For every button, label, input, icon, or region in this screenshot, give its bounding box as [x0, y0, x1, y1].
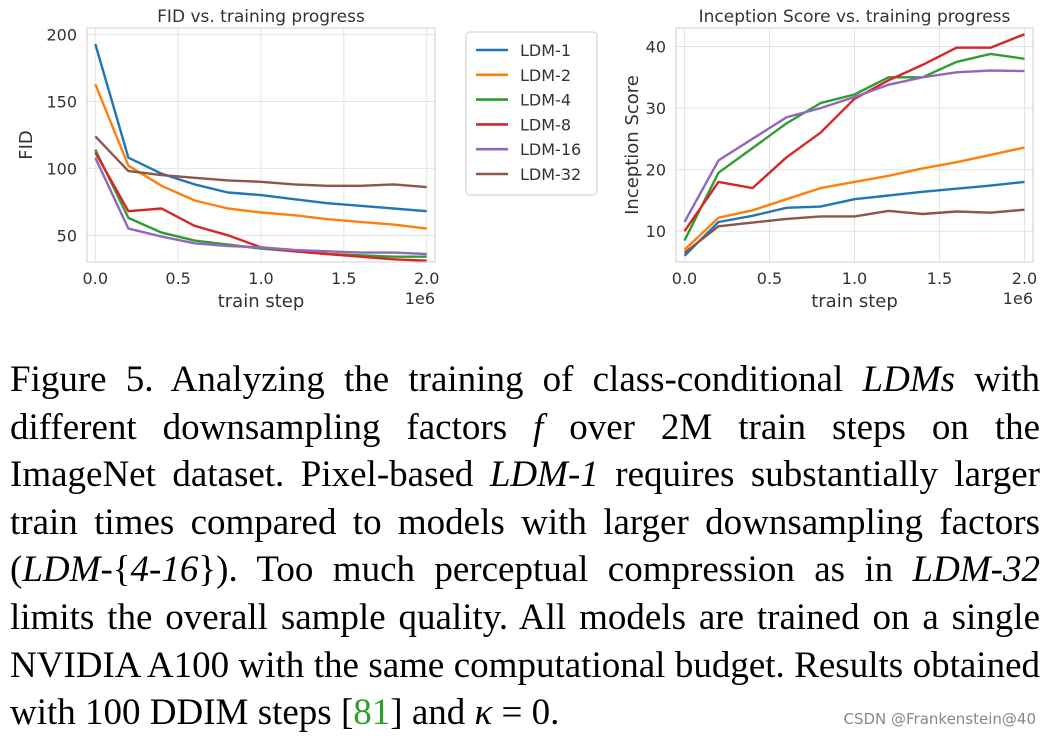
fid-chart-title: FID vs. training progress: [157, 7, 365, 27]
caption-italic-text: LDM-32: [912, 549, 1040, 591]
fid-series-line: [94, 83, 427, 230]
caption-text: ] and: [390, 692, 475, 734]
is-series-line: [683, 33, 1025, 232]
caption-text: = 0.: [492, 692, 560, 734]
is-x-tick-label: 0.0: [672, 269, 697, 288]
fid-series-line: [94, 157, 427, 256]
caption-italic-text: LDM-1: [489, 454, 599, 496]
caption-italic-text: LDMs: [862, 359, 956, 400]
is-series-line: [683, 146, 1025, 251]
fid-chart: 0.0 0.5 1.0 1.5 2.0 50 100 150 200 1e6 train step F…: [16, 7, 439, 312]
is-plot-frame: [675, 27, 1034, 263]
fid-series-line: [94, 149, 427, 258]
caption-text: over 2M train steps on the ImageNet data…: [10, 406, 1041, 496]
fid-y-tick-label: 100: [46, 159, 77, 178]
caption-text: {: [112, 549, 131, 591]
is-x-offset-label: 1e6: [1003, 289, 1033, 308]
fid-plot-frame: [86, 27, 436, 263]
fid-y-tick-label: 150: [46, 93, 77, 112]
legend-label: LDM-32: [520, 165, 581, 184]
legend-label: LDM-16: [520, 140, 581, 159]
is-y-tick-label: 10: [646, 222, 666, 241]
caption-text: with different downsampling factors: [10, 359, 1041, 448]
is-y-axis-label: Inception Score: [622, 75, 643, 215]
caption-text: Figure 5. Analyzing the training of clas…: [10, 359, 863, 400]
fid-y-tick-label: 50: [57, 226, 77, 245]
fid-y-axis-label: FID: [16, 130, 37, 160]
legend-label: LDM-1: [520, 41, 571, 60]
is-y-tick-label: 40: [646, 37, 666, 56]
watermark: CSDN @Frankenstein@40: [843, 710, 1036, 728]
legend-label: LDM-2: [520, 66, 571, 85]
inception-score-chart: 0.0 0.5 1.0 1.5 2.0 10 20 30 40 1e6 train step Ince…: [622, 7, 1037, 312]
is-x-tick-label: 1.5: [927, 269, 952, 288]
is-series-line: [683, 180, 1025, 257]
fid-x-tick-label: 1.0: [248, 269, 273, 288]
caption-italic-text: κ: [474, 692, 493, 734]
is-series-line: [683, 208, 1025, 254]
fid-series-line: [94, 135, 427, 189]
fid-x-tick-label: 0.5: [165, 269, 190, 288]
is-y-tick-label: 30: [646, 99, 666, 118]
caption-text: limits the overall sample quality. All m…: [10, 596, 1040, 734]
fid-y-tick-label: 200: [46, 26, 77, 45]
caption-italic-text: LDM-: [22, 549, 113, 591]
is-x-tick-label: 1.0: [842, 269, 867, 288]
caption-italic-text: f: [533, 406, 544, 448]
fid-series-line: [94, 43, 427, 213]
figure-caption: Figure 5. Analyzing the training of clas…: [10, 356, 1040, 737]
citation-link[interactable]: 81: [353, 692, 391, 734]
legend-label: LDM-4: [520, 91, 571, 110]
fid-x-tick-label: 1.5: [331, 269, 356, 288]
legend: LDM-1 LDM-2 LDM-4 LDM-8 LDM-16 LDM-32: [465, 31, 598, 196]
fid-x-axis-label: train step: [218, 291, 305, 312]
is-y-tick-label: 20: [646, 161, 666, 180]
legend-frame: [465, 31, 598, 196]
is-chart-title: Inception Score vs. training progress: [699, 7, 1011, 27]
caption-italic-text: 4-16: [130, 549, 199, 591]
caption-text: requires substantially larger train time…: [10, 454, 1041, 591]
is-x-tick-label: 2.0: [1012, 269, 1037, 288]
is-series-line: [683, 52, 1025, 241]
caption-text: }). Too much perceptual compression as i…: [198, 549, 913, 591]
fid-x-tick-label: 0.0: [83, 269, 108, 288]
is-x-axis-label: train step: [811, 291, 898, 312]
legend-label: LDM-8: [520, 115, 571, 134]
is-x-tick-label: 0.5: [757, 269, 782, 288]
is-series-line: [683, 69, 1025, 223]
fid-x-tick-label: 2.0: [414, 269, 439, 288]
fid-x-offset-label: 1e6: [405, 289, 435, 308]
